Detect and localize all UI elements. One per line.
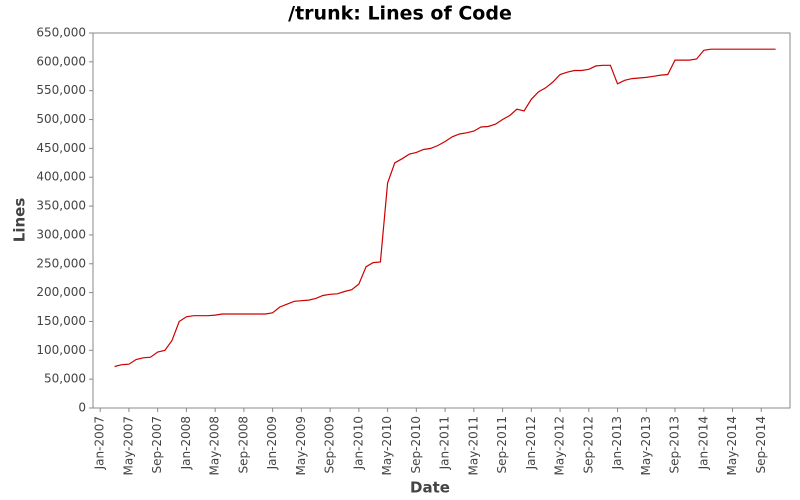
x-tick-label: May-2008 bbox=[208, 416, 222, 475]
x-tick-label: May-2013 bbox=[639, 416, 653, 475]
x-tick-label: May-2010 bbox=[380, 416, 394, 475]
x-tick-label: May-2012 bbox=[553, 416, 567, 475]
data-line bbox=[114, 48, 776, 368]
y-tick-label: 500,000 bbox=[36, 112, 86, 126]
x-tick-label: Jan-2009 bbox=[265, 416, 279, 470]
y-tick-label: 50,000 bbox=[44, 372, 86, 386]
x-tick-label: May-2014 bbox=[725, 416, 739, 475]
y-tick-label: 150,000 bbox=[36, 314, 86, 328]
x-tick-label: Sep-2010 bbox=[409, 416, 423, 474]
x-tick-label: Jan-2011 bbox=[438, 416, 452, 470]
y-tick-label: 100,000 bbox=[36, 343, 86, 357]
x-tick-label: Jan-2007 bbox=[93, 416, 107, 470]
y-tick-label: 400,000 bbox=[36, 170, 86, 184]
y-tick-label: 550,000 bbox=[36, 83, 86, 97]
y-axis-label: Lines bbox=[11, 198, 29, 243]
x-tick-label: Jan-2014 bbox=[696, 416, 710, 470]
y-tick-label: 450,000 bbox=[36, 141, 86, 155]
x-axis-label: Date bbox=[410, 479, 450, 497]
x-tick-label: Sep-2009 bbox=[323, 416, 337, 474]
x-tick-label: Sep-2013 bbox=[668, 416, 682, 474]
y-tick-label: 300,000 bbox=[36, 227, 86, 241]
y-tick-label: 0 bbox=[78, 401, 86, 415]
x-tick-label: Jan-2010 bbox=[351, 416, 365, 470]
x-tick-label: Jan-2008 bbox=[179, 416, 193, 470]
x-tick-label: Sep-2014 bbox=[754, 416, 768, 474]
x-tick-label: Sep-2008 bbox=[236, 416, 250, 474]
x-tick-label: Sep-2011 bbox=[495, 416, 509, 474]
x-tick-label: Sep-2012 bbox=[581, 416, 595, 474]
x-tick-label: May-2011 bbox=[466, 416, 480, 475]
y-tick-label: 650,000 bbox=[36, 26, 86, 40]
y-tick-label: 350,000 bbox=[36, 199, 86, 213]
x-tick-label: May-2007 bbox=[121, 416, 135, 475]
x-tick-label: Jan-2012 bbox=[524, 416, 538, 470]
y-tick-label: 250,000 bbox=[36, 256, 86, 270]
x-tick-label: Sep-2007 bbox=[150, 416, 164, 474]
y-tick-label: 200,000 bbox=[36, 285, 86, 299]
plot-frame bbox=[92, 32, 791, 409]
x-tick-label: May-2009 bbox=[294, 416, 308, 475]
y-tick-label: 600,000 bbox=[36, 54, 86, 68]
chart-title: /trunk: Lines of Code bbox=[288, 3, 512, 25]
x-tick-label: Jan-2013 bbox=[610, 416, 624, 470]
